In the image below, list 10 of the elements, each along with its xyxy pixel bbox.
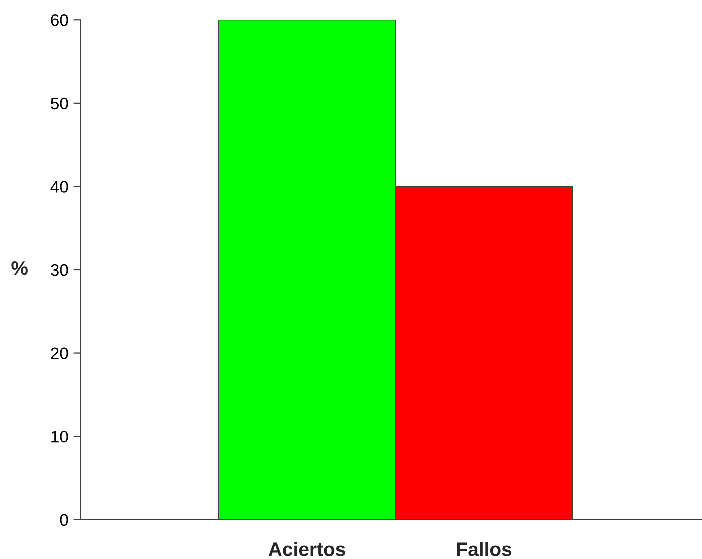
- x-tick-label: Aciertos: [268, 542, 346, 556]
- y-tick-label: 0: [60, 514, 68, 526]
- y-tick-label: 30: [51, 264, 68, 276]
- x-tick-label: Fallos: [458, 542, 512, 556]
- y-tick-label: 20: [51, 348, 68, 360]
- y-tick-label: 10: [52, 430, 68, 443]
- y-tick-label: 60: [51, 14, 68, 26]
- y-tick-label: 40: [50, 181, 68, 193]
- y-axis-title: %: [12, 261, 28, 276]
- y-tick-label: 50: [51, 98, 68, 110]
